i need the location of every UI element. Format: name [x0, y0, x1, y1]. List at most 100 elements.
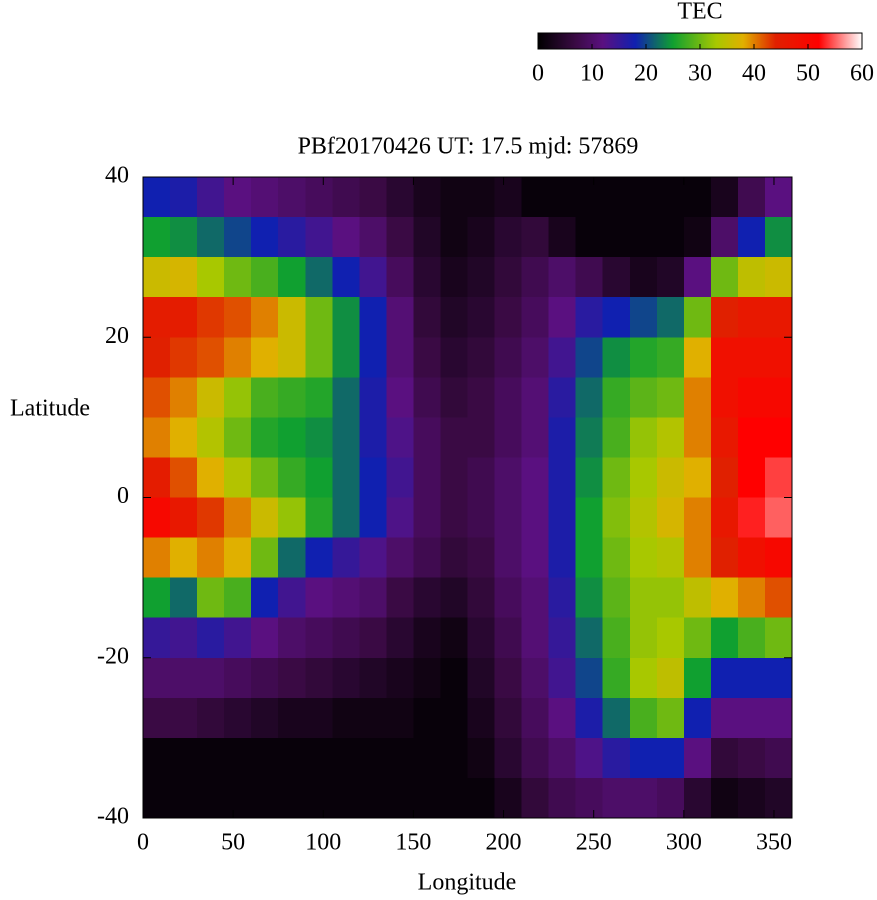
heatmap-cell — [170, 617, 198, 659]
heatmap-cell — [143, 537, 171, 579]
heatmap-cell — [683, 257, 712, 298]
heatmap-cell — [467, 577, 496, 619]
heatmap-cell — [629, 457, 658, 498]
heatmap-cell — [440, 257, 468, 298]
heatmap-cell — [467, 217, 496, 258]
heatmap-cell — [143, 377, 171, 418]
heatmap-cell — [197, 337, 225, 378]
heatmap-cell — [305, 737, 333, 779]
heatmap-cell — [494, 497, 523, 539]
heatmap-cell — [386, 217, 414, 258]
heatmap-cell — [197, 577, 225, 619]
heatmap-cell — [764, 377, 793, 418]
heatmap-cell — [467, 497, 496, 539]
heatmap-cell — [683, 377, 712, 418]
heatmap-cell — [764, 337, 793, 378]
heatmap-cell — [305, 697, 333, 739]
heatmap-cell — [602, 377, 631, 418]
x-tick-label: 200 — [486, 830, 522, 856]
heatmap-cell — [278, 377, 306, 418]
heatmap-cell — [197, 497, 225, 539]
heatmap-cell — [656, 377, 685, 418]
heatmap-cell — [278, 577, 306, 619]
heatmap-cell — [764, 217, 793, 258]
heatmap-cell — [143, 417, 171, 458]
heatmap-cell — [710, 297, 739, 338]
heatmap-cell — [386, 657, 414, 699]
heatmap-cell — [602, 217, 631, 258]
heatmap-cell — [332, 377, 360, 418]
heatmap-cell — [494, 577, 523, 619]
heatmap-cell — [737, 457, 766, 498]
heatmap-cell — [305, 177, 333, 218]
heatmap-cell — [494, 657, 523, 699]
heatmap-cell — [251, 457, 279, 498]
heatmap-cell — [521, 457, 550, 498]
heatmap-cell — [656, 777, 685, 819]
heatmap-cell — [575, 577, 604, 619]
heatmap-cell — [224, 457, 252, 498]
heatmap-cell — [143, 257, 171, 298]
heatmap-cell — [170, 577, 198, 619]
heatmap-cell — [251, 297, 279, 338]
heatmap-cell — [710, 217, 739, 258]
heatmap-cell — [737, 697, 766, 739]
heatmap-cell — [656, 537, 685, 579]
heatmap-cell — [521, 617, 550, 659]
heatmap-cell — [467, 337, 496, 378]
heatmap-cell — [629, 257, 658, 298]
heatmap-cell — [683, 337, 712, 378]
heatmap-cell — [332, 577, 360, 619]
heatmap-cell — [548, 337, 577, 378]
heatmap-cell — [278, 697, 306, 739]
heatmap-cell — [305, 417, 333, 458]
y-tick-label: -20 — [97, 643, 129, 669]
heatmap-cell — [683, 417, 712, 458]
heatmap-cell — [737, 737, 766, 779]
heatmap-cell — [548, 297, 577, 338]
heatmap-cell — [548, 737, 577, 779]
heatmap-cell — [629, 537, 658, 579]
heatmap-cell — [521, 577, 550, 619]
heatmap-cell — [710, 577, 739, 619]
heatmap-cell — [359, 177, 387, 218]
heatmap-cell — [251, 377, 279, 418]
heatmap-cell — [332, 457, 360, 498]
heatmap-cell — [548, 657, 577, 699]
heatmap-cell — [656, 457, 685, 498]
heatmap-cell — [386, 297, 414, 338]
heatmap-cell — [521, 217, 550, 258]
heatmap-cell — [764, 257, 793, 298]
heatmap-cell — [494, 737, 523, 779]
heatmap-cell — [548, 257, 577, 298]
heatmap-cell — [467, 737, 496, 779]
heatmap-cell — [170, 217, 198, 258]
heatmap-cell — [305, 777, 333, 819]
heatmap-cell — [602, 657, 631, 699]
heatmap-cell — [305, 617, 333, 659]
heatmap-cell — [170, 777, 198, 819]
heatmap-cell — [467, 537, 496, 579]
heatmap-cell — [629, 617, 658, 659]
heatmap-cell — [305, 297, 333, 338]
heatmap-cell — [359, 417, 387, 458]
heatmap-cell — [386, 617, 414, 659]
heatmap-cell — [143, 457, 171, 498]
heatmap-cell — [386, 497, 414, 539]
heatmap-cell — [251, 177, 279, 218]
heatmap-cell — [764, 777, 793, 819]
heatmap-cell — [413, 337, 441, 378]
heatmap-cell — [656, 657, 685, 699]
heatmap-cell — [224, 177, 252, 218]
heatmap-cell — [656, 697, 685, 739]
heatmap-cell — [197, 777, 225, 819]
heatmap-cell — [737, 537, 766, 579]
heatmap-cell — [629, 497, 658, 539]
heatmap-cell — [440, 297, 468, 338]
heatmap-cell — [575, 297, 604, 338]
heatmap-cell — [602, 697, 631, 739]
heatmap-cell — [737, 417, 766, 458]
heatmap-cell — [656, 297, 685, 338]
heatmap-cell — [170, 177, 198, 218]
